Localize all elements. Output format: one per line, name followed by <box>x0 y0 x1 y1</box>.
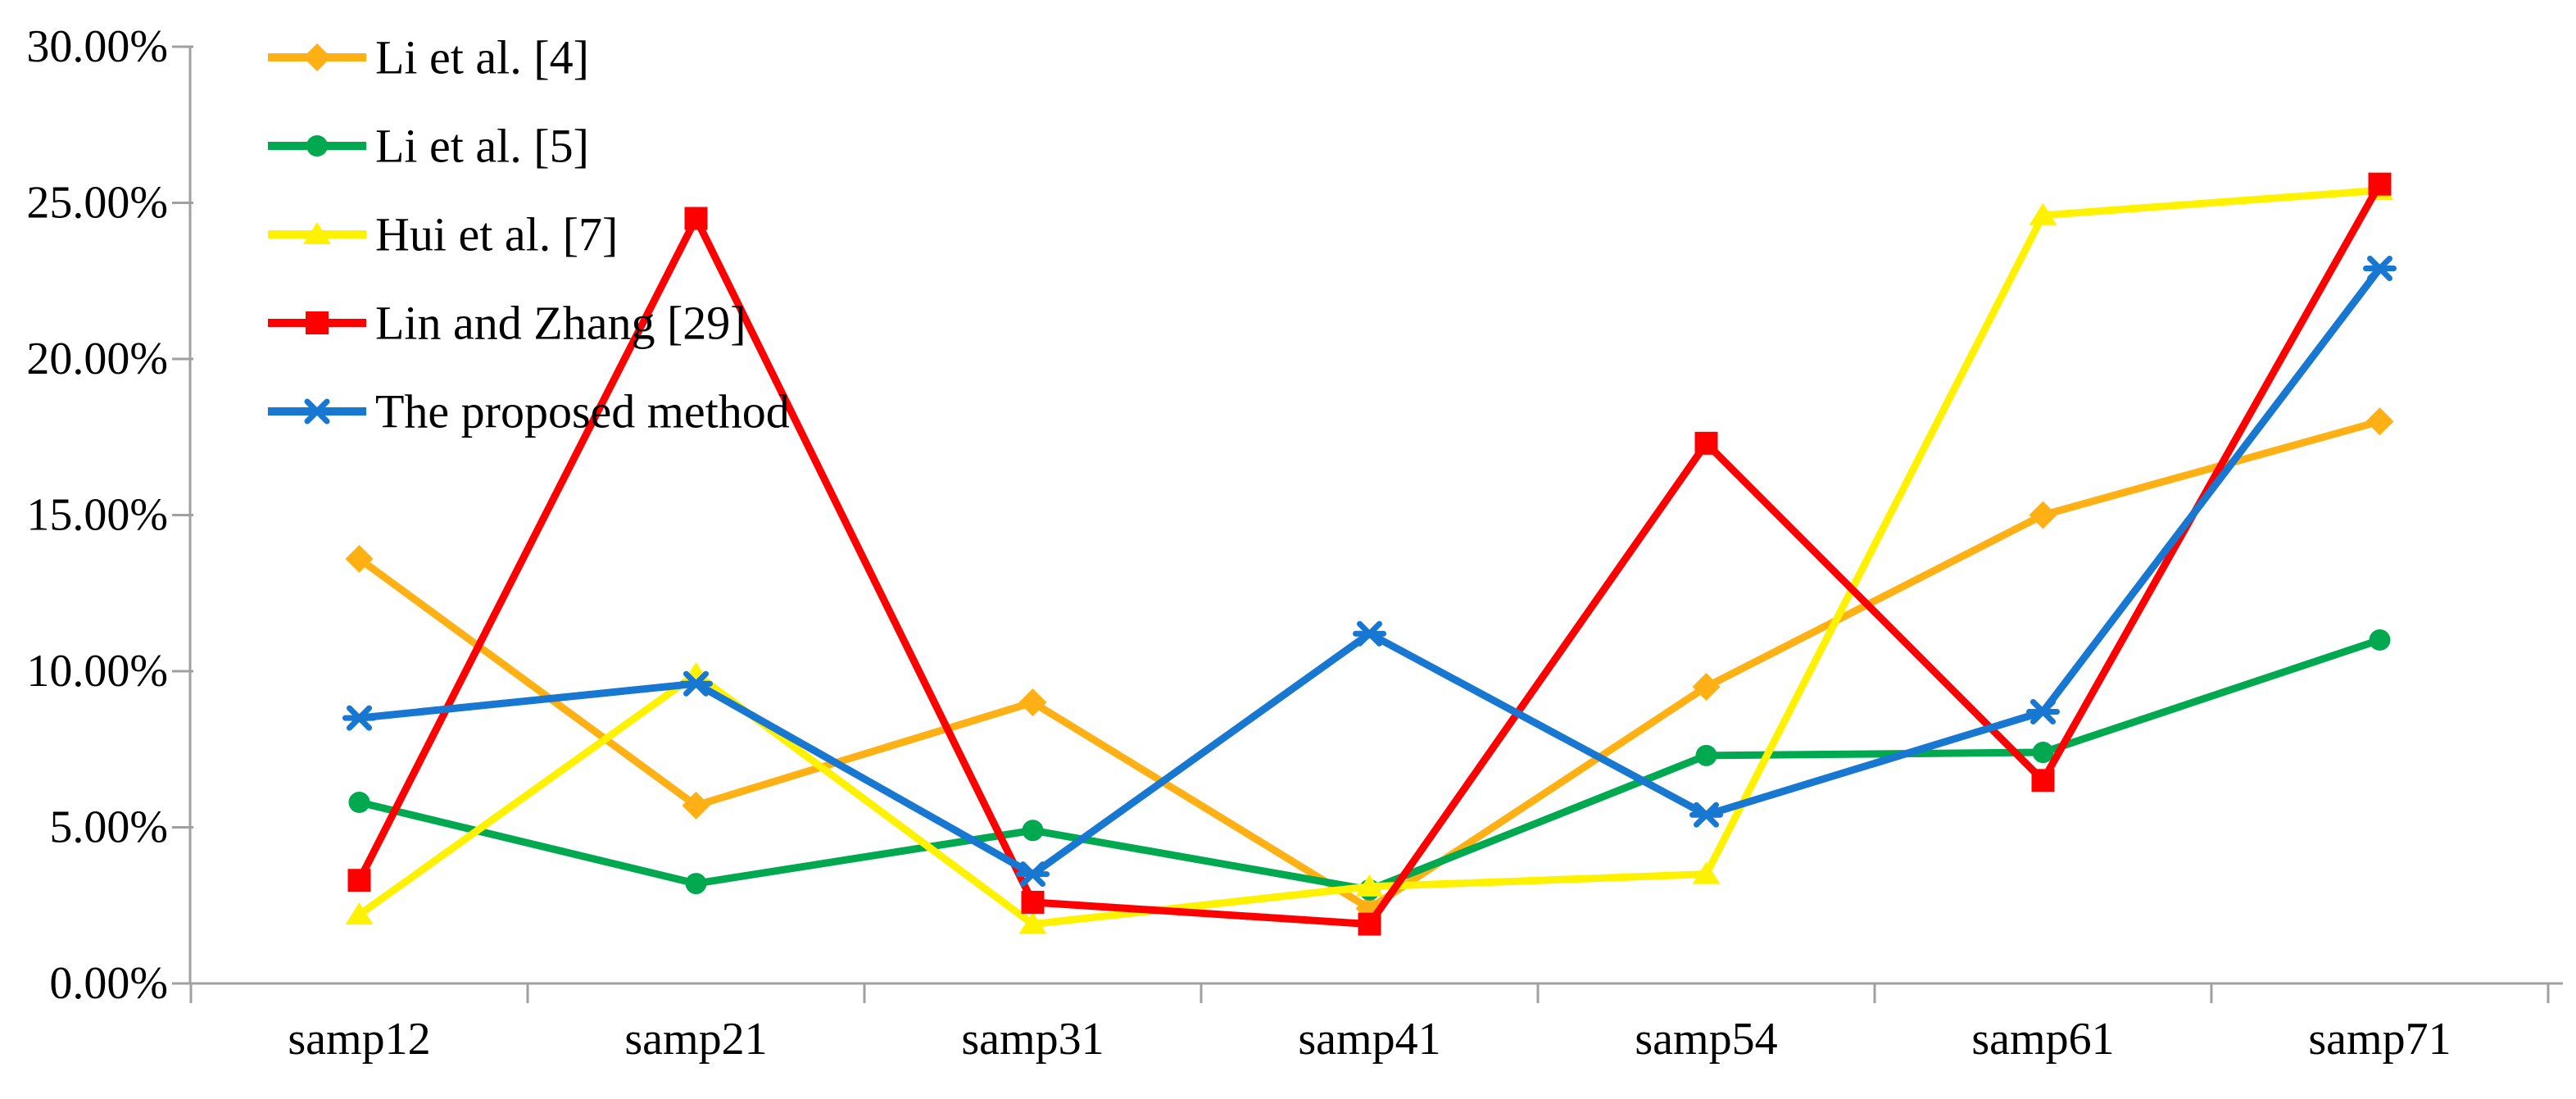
x-axis-label: samp31 <box>961 1014 1104 1065</box>
legend-marker-shape <box>306 135 328 157</box>
data-point <box>1353 620 1386 647</box>
data-point <box>2029 202 2057 225</box>
data-point-shape <box>1021 890 1045 914</box>
y-axis-label: 20.00% <box>26 334 168 384</box>
data-point <box>2365 407 2394 436</box>
data-point <box>685 873 707 895</box>
data-point-shape <box>1022 820 1044 842</box>
y-axis-label: 25.00% <box>26 178 168 229</box>
data-point-shape <box>1018 911 1047 934</box>
data-point <box>347 869 371 892</box>
legend-marker-shape <box>306 311 329 334</box>
x-axis-label: samp54 <box>1635 1014 1777 1065</box>
data-point <box>2368 172 2392 196</box>
legend-marker-shape <box>303 222 331 244</box>
data-point <box>2029 501 2057 529</box>
data-point <box>2363 256 2397 282</box>
data-point-shape <box>1358 912 1381 936</box>
y-axis-label: 10.00% <box>26 646 168 697</box>
y-axis-label: 30.00% <box>26 21 168 72</box>
data-point <box>2026 699 2060 725</box>
data-point-shape <box>1018 688 1047 717</box>
x-axis-label: samp61 <box>1971 1014 2114 1065</box>
data-point <box>1692 673 1721 702</box>
data-point-shape <box>2369 629 2391 651</box>
data-point-shape <box>2031 769 2055 792</box>
data-point <box>345 544 374 573</box>
data-point-shape <box>1692 673 1721 702</box>
data-point <box>2369 629 2391 651</box>
data-point <box>1355 874 1384 897</box>
data-point-shape <box>1692 861 1721 884</box>
data-point <box>1018 688 1047 717</box>
data-point <box>1018 911 1047 934</box>
data-point <box>1692 861 1721 884</box>
legend-marker <box>306 311 329 334</box>
data-point <box>1016 861 1050 888</box>
legend-marker <box>303 222 331 244</box>
data-point-shape <box>682 791 710 820</box>
data-point-shape <box>2365 407 2394 436</box>
data-point-shape <box>2029 501 2057 529</box>
legend-marker-shape <box>303 43 331 71</box>
y-axis-label: 15.00% <box>26 490 168 541</box>
data-point-shape <box>685 873 707 895</box>
legend-label: Li et al. [5] <box>375 120 589 173</box>
legend-item: Hui et al. [7] <box>268 208 618 261</box>
data-point <box>345 902 374 925</box>
data-point-shape <box>1355 874 1384 897</box>
legend-marker <box>300 398 334 425</box>
legend-item: Li et al. [4] <box>268 31 589 84</box>
data-point <box>679 670 713 697</box>
legend-label: The proposed method <box>375 385 790 438</box>
legend-label: Hui et al. [7] <box>375 208 618 261</box>
data-point <box>1358 912 1381 936</box>
data-point <box>1022 820 1044 842</box>
data-point <box>684 207 708 230</box>
legend-marker <box>306 135 328 157</box>
data-point-shape <box>2029 202 2057 225</box>
data-point-shape <box>348 792 370 814</box>
x-axis-label: samp71 <box>2308 1014 2451 1065</box>
legend-marker <box>303 43 331 71</box>
data-point <box>682 791 710 820</box>
legend-item: Lin and Zhang [29] <box>268 297 746 350</box>
x-axis-label: samp12 <box>288 1014 430 1065</box>
data-point-shape <box>345 544 374 573</box>
data-point <box>1689 802 1723 828</box>
data-point <box>1694 431 1718 455</box>
legend-label: Lin and Zhang [29] <box>375 297 746 350</box>
y-axis-label: 5.00% <box>49 802 168 853</box>
data-point-shape <box>1695 744 1717 766</box>
legend-label: Li et al. [4] <box>375 31 589 84</box>
data-point-shape <box>347 869 371 892</box>
x-axis-label: samp41 <box>1298 1014 1440 1065</box>
legend-item: Li et al. [5] <box>268 120 589 173</box>
data-point <box>1021 890 1045 914</box>
series-line-1 <box>358 636 2381 894</box>
data-point-shape <box>2368 172 2392 196</box>
data-point <box>2031 769 2055 792</box>
data-point <box>342 705 376 731</box>
legend-item: The proposed method <box>268 385 790 438</box>
data-point <box>2032 742 2054 764</box>
series-line-3 <box>356 182 2383 929</box>
data-point-shape <box>2032 742 2054 764</box>
x-axis-label: samp21 <box>624 1014 767 1065</box>
data-point-shape <box>345 902 374 925</box>
data-point <box>348 792 370 814</box>
data-point-shape <box>684 207 708 230</box>
data-point-shape <box>1694 431 1718 455</box>
data-point <box>1695 744 1717 766</box>
y-axis-label: 0.00% <box>49 958 168 1009</box>
